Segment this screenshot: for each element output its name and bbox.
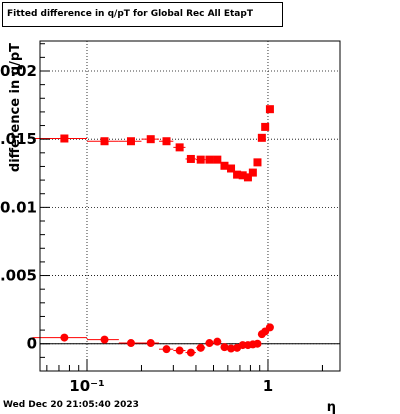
data-markers [60, 105, 274, 357]
data-point-circle [196, 343, 205, 352]
axis-ticks [40, 43, 323, 371]
data-point-square [100, 137, 109, 146]
data-point-circle [60, 333, 69, 342]
data-point-circle [126, 339, 135, 348]
data-point-square [238, 171, 247, 180]
data-point-square [243, 173, 252, 182]
data-point-square [213, 155, 222, 164]
y-tick-labels: 0 0.005 0.01 0.015 0.02 [0, 62, 37, 353]
datestamp: Wed Dec 20 21:05:40 2023 [3, 400, 139, 410]
data-point-square [233, 170, 242, 179]
data-point-square [126, 137, 135, 146]
grid [40, 41, 340, 371]
data-point-square [205, 155, 214, 164]
data-point-circle [205, 339, 214, 348]
y-tick-label: 0 [27, 335, 37, 353]
data-point-circle [227, 344, 236, 353]
data-point-square [261, 122, 270, 131]
x-axis-title: η [327, 400, 336, 414]
data-point-circle [162, 345, 171, 354]
chart-title: Fitted difference in q/pT for Global Rec… [2, 2, 283, 27]
data-point-circle [175, 346, 184, 355]
y-tick-label: 0.02 [0, 62, 37, 80]
data-point-square [257, 133, 266, 142]
data-point-square [60, 134, 69, 143]
y-tick-label: 0.005 [0, 267, 37, 285]
data-point-circle [213, 337, 222, 346]
x-tick-label: 10⁻¹ [69, 377, 104, 395]
data-point-square [227, 164, 236, 173]
error-bars [32, 108, 272, 354]
data-point-circle [220, 343, 229, 352]
data-point-square [196, 155, 205, 164]
data-point-circle [186, 348, 195, 357]
y-tick-label: 0.015 [0, 130, 37, 148]
data-point-square [220, 161, 229, 170]
y-tick-label: 0.01 [0, 198, 37, 216]
data-point-square [162, 137, 171, 146]
data-point-square [253, 158, 262, 167]
x-tick-labels: 10⁻¹ 1 [69, 377, 273, 395]
data-point-square [175, 143, 184, 152]
data-point-circle [100, 335, 109, 344]
y-axis-title: difference in q/pT [8, 43, 23, 172]
data-point-square [248, 168, 257, 177]
data-point-square [186, 154, 195, 163]
data-point-circle [146, 339, 155, 348]
x-tick-label: 1 [263, 377, 273, 395]
data-point-circle [265, 323, 274, 332]
data-point-square [146, 135, 155, 144]
data-point-square [265, 105, 274, 114]
data-point-circle [253, 339, 262, 348]
plot-frame [39, 40, 341, 372]
